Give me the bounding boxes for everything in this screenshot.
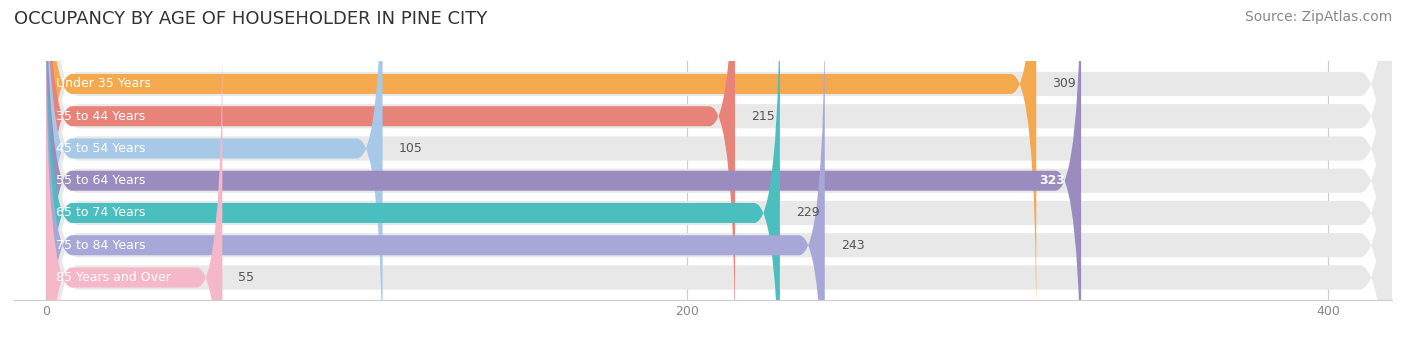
- FancyBboxPatch shape: [46, 0, 1392, 341]
- Text: 105: 105: [398, 142, 422, 155]
- Text: 55 to 64 Years: 55 to 64 Years: [56, 174, 145, 187]
- Text: OCCUPANCY BY AGE OF HOUSEHOLDER IN PINE CITY: OCCUPANCY BY AGE OF HOUSEHOLDER IN PINE …: [14, 10, 488, 28]
- FancyBboxPatch shape: [46, 0, 735, 341]
- FancyBboxPatch shape: [46, 0, 1392, 341]
- Text: 55: 55: [239, 271, 254, 284]
- Text: 35 to 44 Years: 35 to 44 Years: [56, 110, 145, 123]
- Text: 215: 215: [751, 110, 775, 123]
- Text: Under 35 Years: Under 35 Years: [56, 77, 150, 90]
- FancyBboxPatch shape: [46, 0, 780, 341]
- Text: 229: 229: [796, 207, 820, 220]
- FancyBboxPatch shape: [46, 0, 382, 341]
- Text: 65 to 74 Years: 65 to 74 Years: [56, 207, 145, 220]
- FancyBboxPatch shape: [46, 29, 222, 341]
- FancyBboxPatch shape: [46, 0, 825, 341]
- Text: 323: 323: [1039, 174, 1066, 187]
- Text: 85 Years and Over: 85 Years and Over: [56, 271, 170, 284]
- Text: 75 to 84 Years: 75 to 84 Years: [56, 239, 145, 252]
- FancyBboxPatch shape: [46, 0, 1392, 341]
- FancyBboxPatch shape: [46, 0, 1036, 332]
- Text: Source: ZipAtlas.com: Source: ZipAtlas.com: [1244, 10, 1392, 24]
- FancyBboxPatch shape: [46, 0, 1392, 341]
- Text: 45 to 54 Years: 45 to 54 Years: [56, 142, 145, 155]
- Text: 243: 243: [841, 239, 865, 252]
- FancyBboxPatch shape: [46, 0, 1392, 341]
- Text: 309: 309: [1052, 77, 1076, 90]
- FancyBboxPatch shape: [46, 0, 1392, 341]
- FancyBboxPatch shape: [46, 0, 1081, 341]
- FancyBboxPatch shape: [46, 0, 1392, 341]
